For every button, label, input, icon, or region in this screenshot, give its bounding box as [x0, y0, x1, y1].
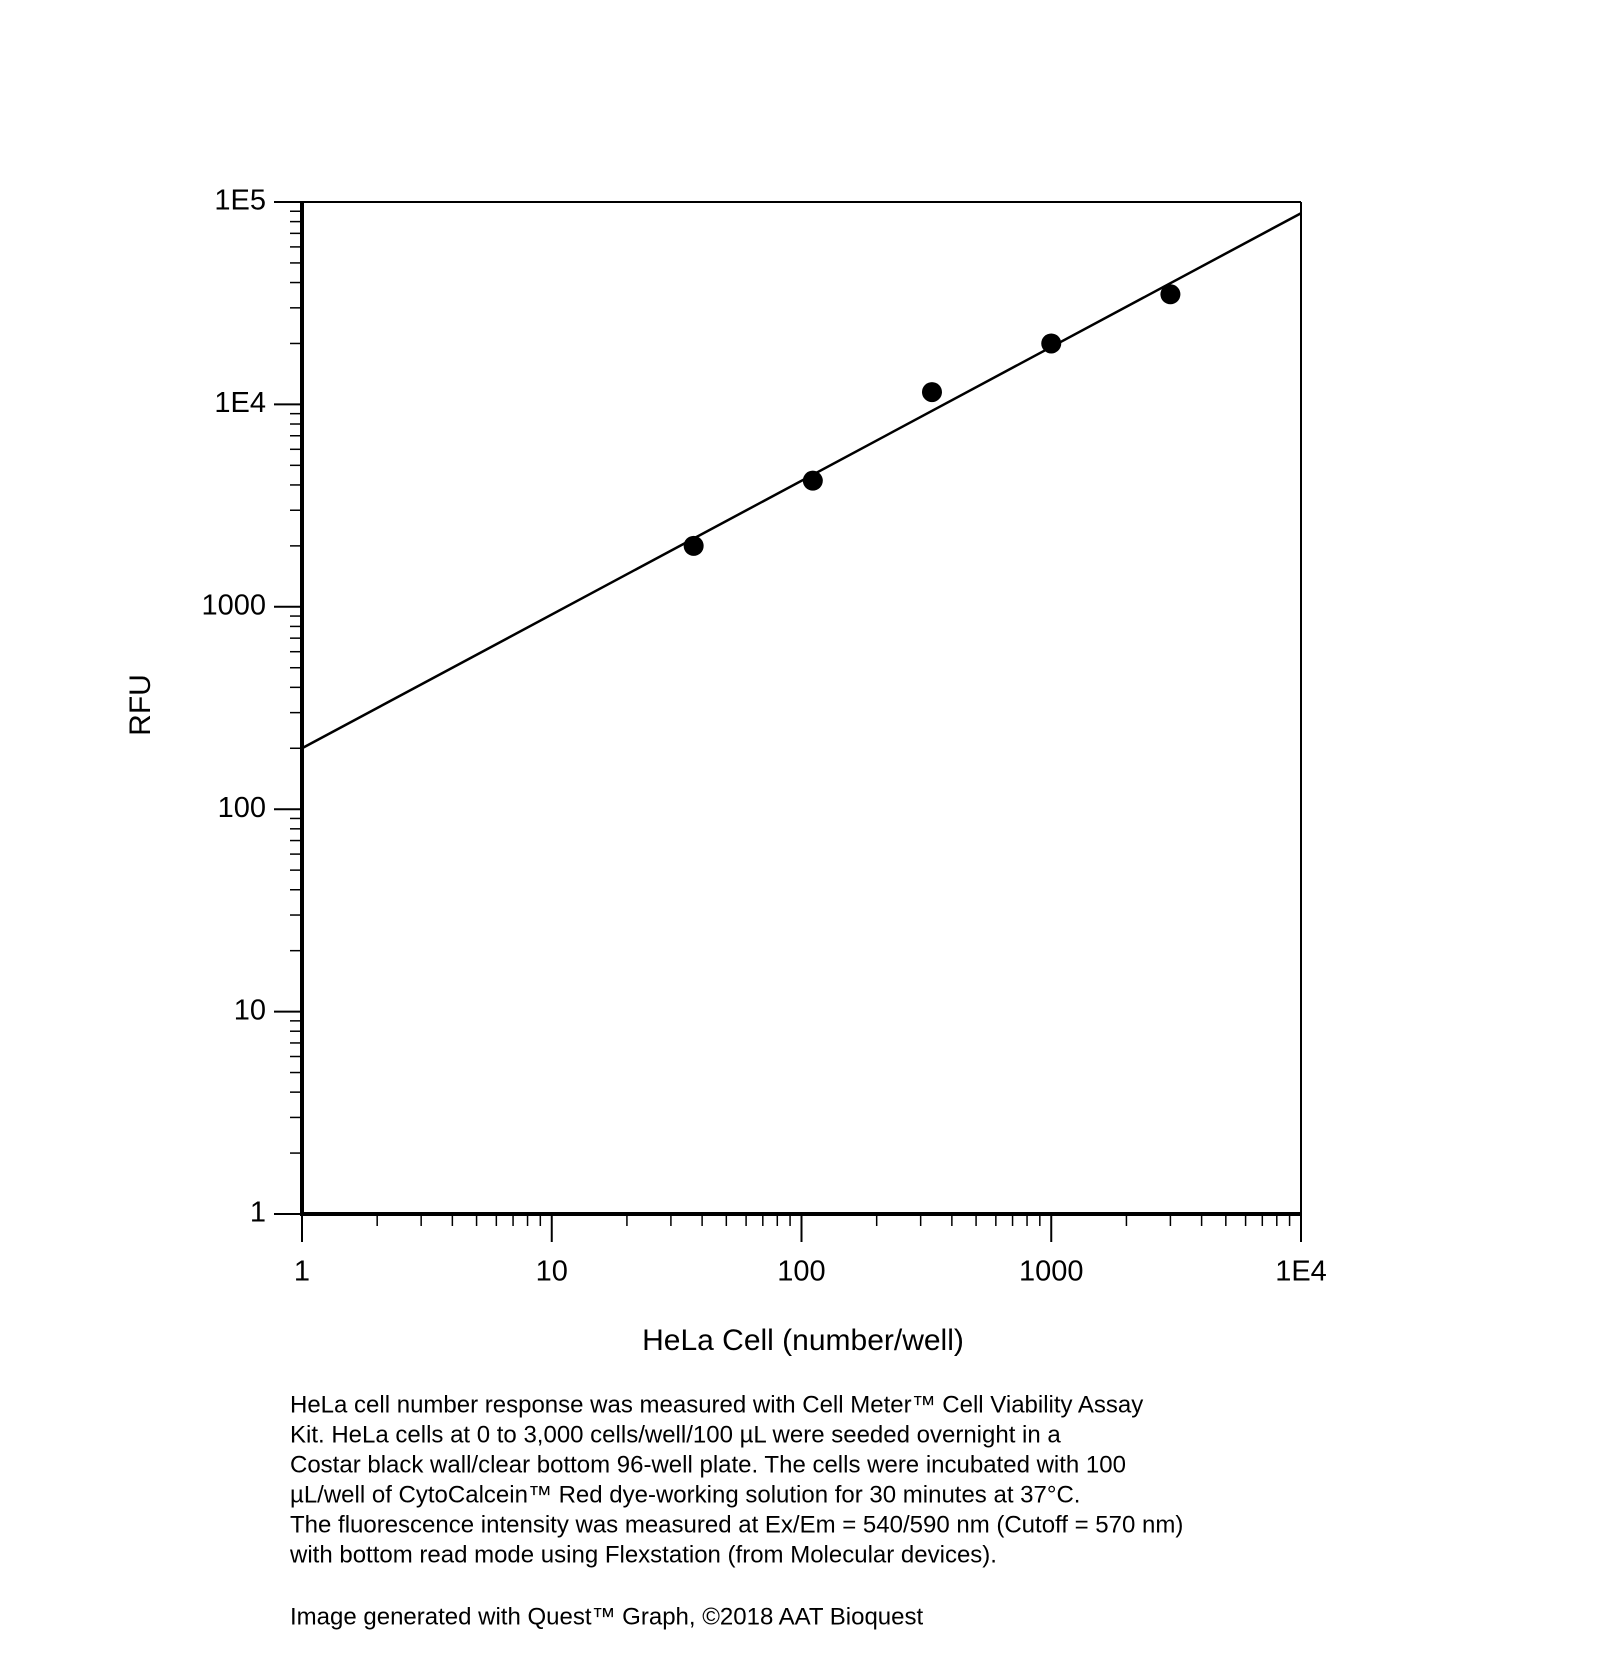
- fit-line: [301, 212, 1302, 750]
- caption-line: with bottom read mode using Flexstation …: [289, 1541, 997, 1568]
- x-axis-label: HeLa Cell (number/well): [642, 1324, 964, 1357]
- x-tick-label: 100: [777, 1256, 825, 1288]
- caption-line: Costar black wall/clear bottom 96-well p…: [290, 1451, 1126, 1478]
- x-tick-label: 1000: [1019, 1256, 1084, 1288]
- y-tick-label: 100: [218, 792, 266, 824]
- y-tick-label: 1000: [201, 589, 266, 621]
- caption-line: µL/well of CytoCalcein™ Red dye-working …: [290, 1481, 1080, 1508]
- y-tick-label: 1E4: [214, 387, 266, 419]
- y-tick-label: 1: [250, 1197, 266, 1229]
- y-tick-label: 10: [234, 994, 266, 1026]
- footer: Image generated with Quest™ Graph, ©2018…: [290, 1603, 923, 1630]
- point: [921, 382, 942, 403]
- y-axis-label: RFU: [124, 674, 157, 736]
- point: [1160, 284, 1181, 305]
- caption-line: Kit. HeLa cells at 0 to 3,000 cells/well…: [290, 1421, 1061, 1448]
- point: [802, 470, 823, 491]
- x-tick-label: 1E4: [1275, 1256, 1327, 1288]
- caption-line: HeLa cell number response was measured w…: [290, 1391, 1143, 1418]
- y-tick-label: 1E5: [214, 185, 266, 217]
- x-tick-label: 1: [294, 1256, 310, 1288]
- x-tick-label: 10: [536, 1256, 568, 1288]
- caption-line: The fluorescence intensity was measured …: [290, 1511, 1183, 1538]
